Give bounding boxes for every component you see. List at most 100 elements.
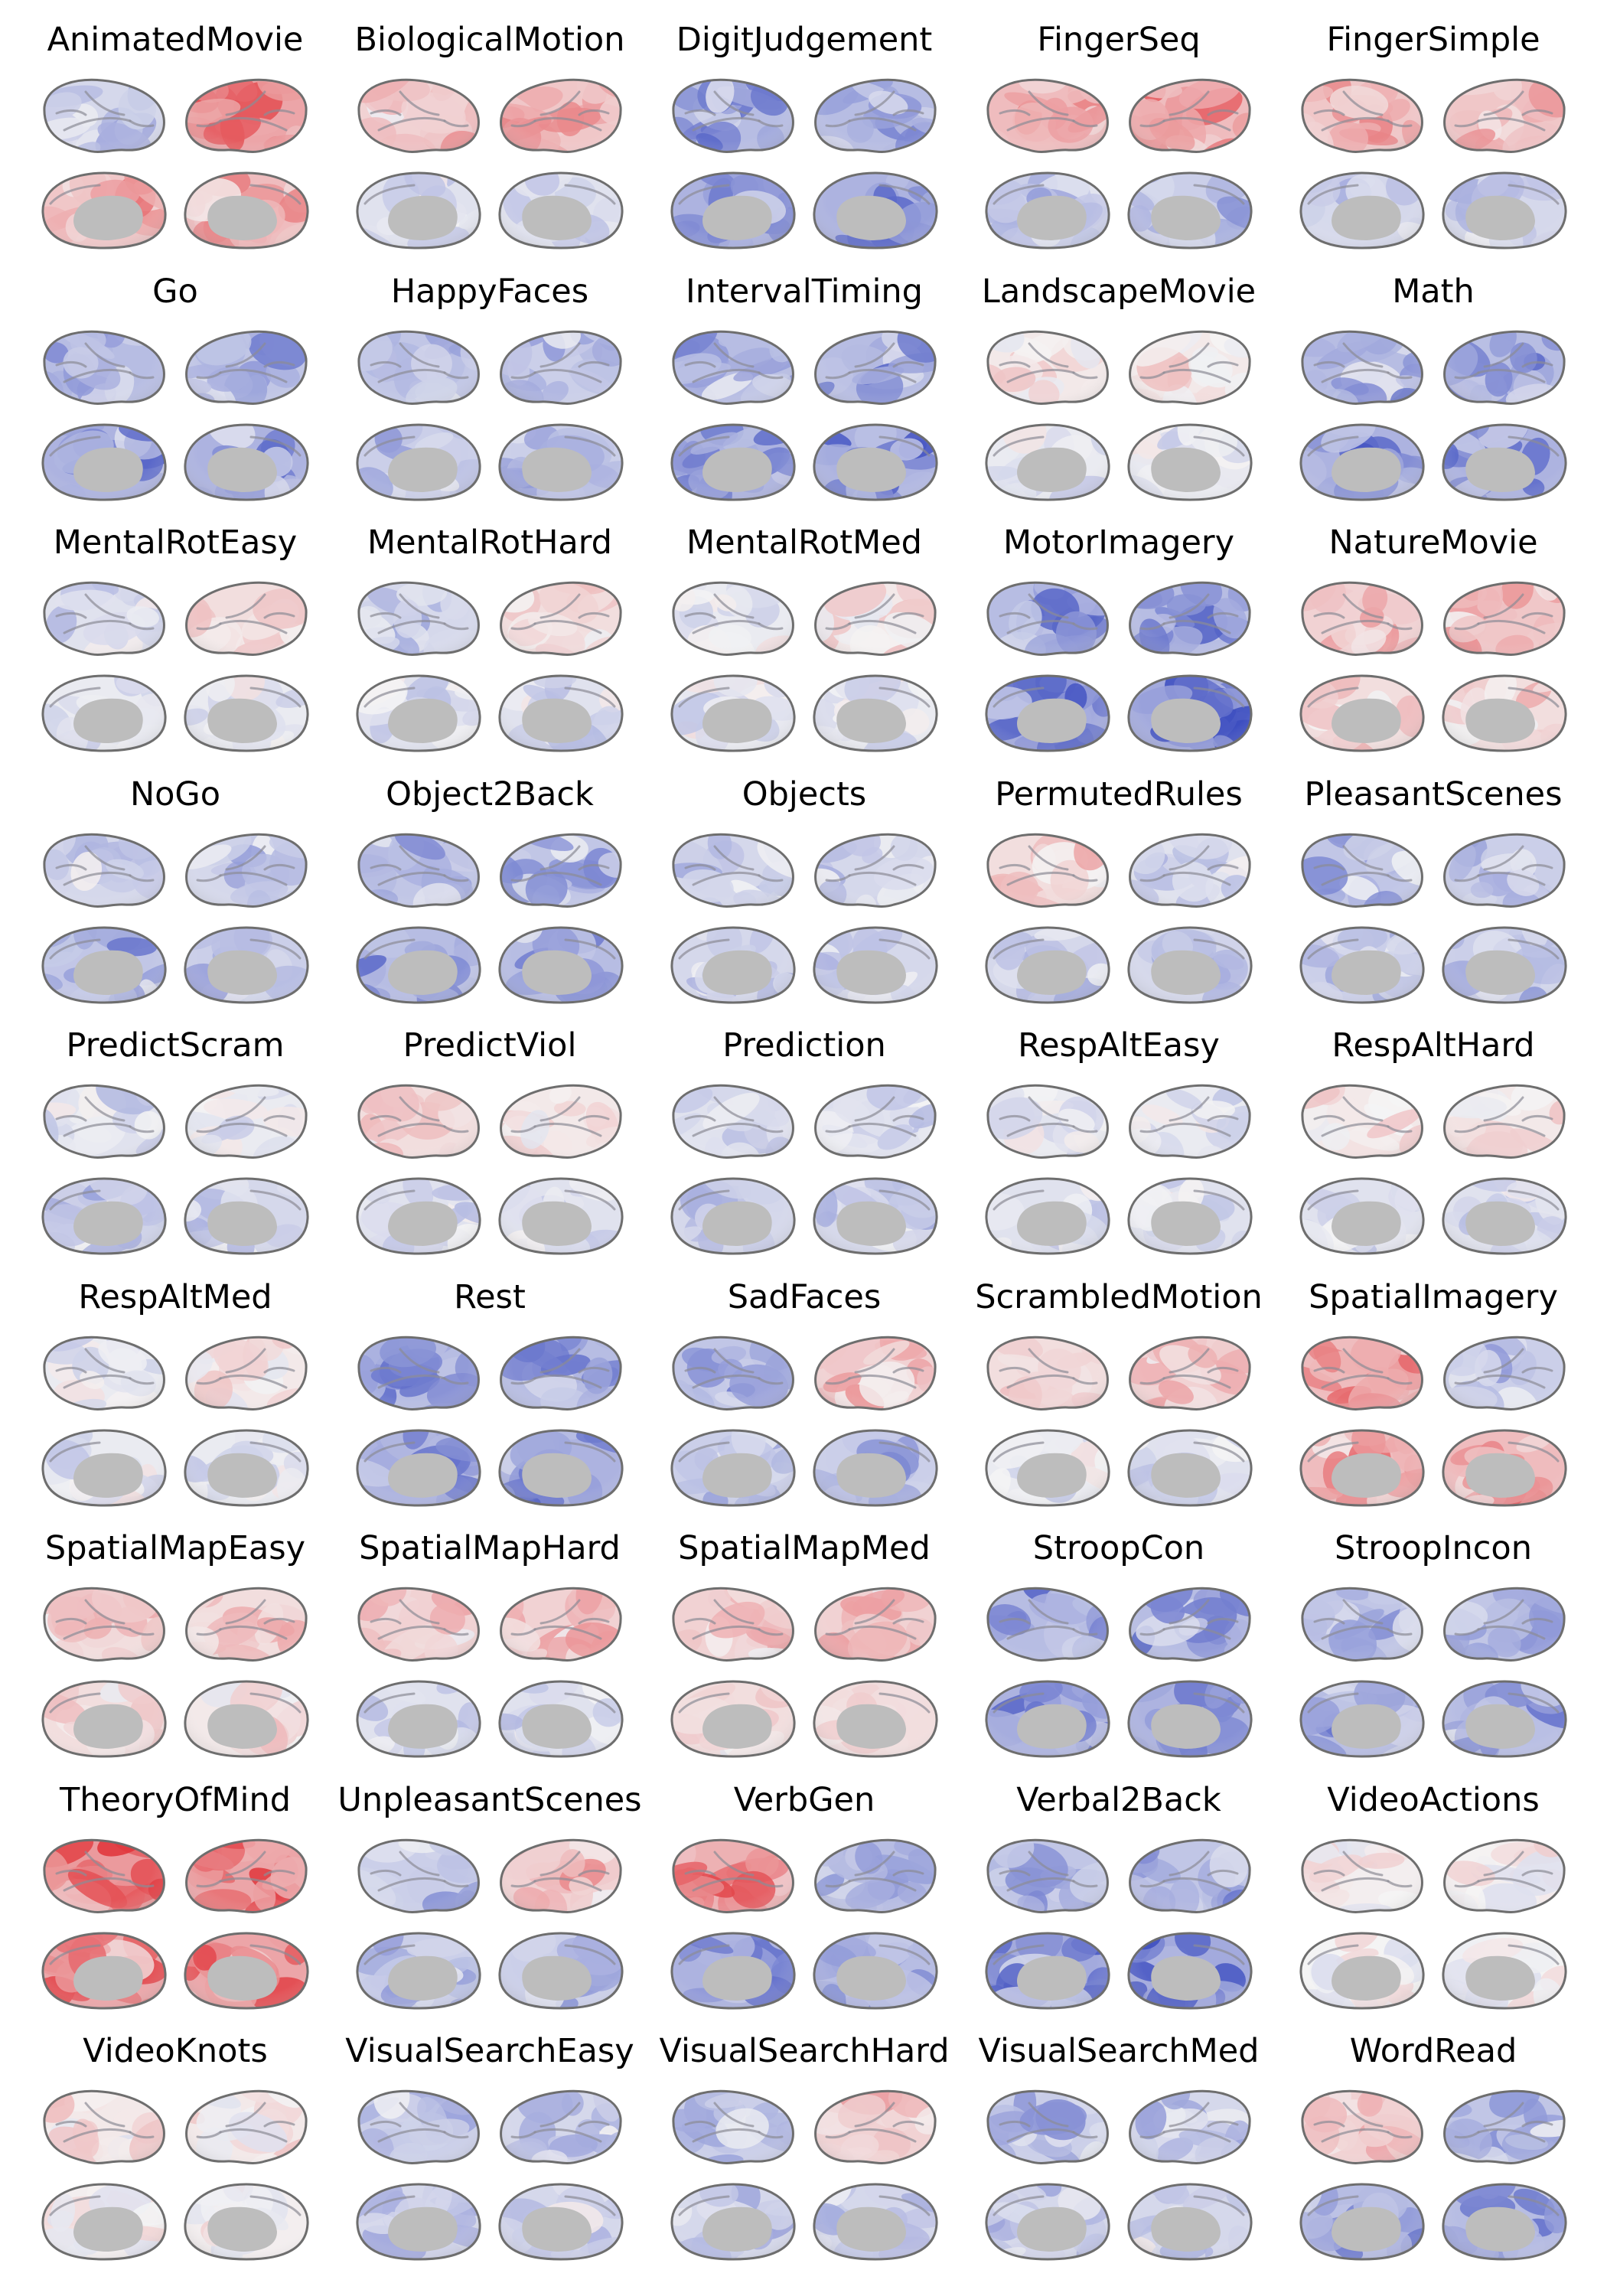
brain-surfaces bbox=[41, 1838, 309, 2010]
brain-surfaces bbox=[1299, 1084, 1567, 1255]
brain-surfaces bbox=[985, 833, 1253, 1004]
panel-title: VideoActions bbox=[1327, 1780, 1540, 1819]
medial-surface bbox=[813, 674, 938, 752]
brain-surfaces bbox=[41, 1084, 309, 1255]
task-panel-spatialimagery: SpatialImagery bbox=[1276, 1265, 1590, 1516]
brain-surfaces bbox=[670, 1838, 938, 2010]
lateral-surface bbox=[500, 78, 622, 153]
medial-surface bbox=[813, 1177, 938, 1255]
lateral-surface bbox=[1443, 1084, 1566, 1159]
medial-surface bbox=[356, 1428, 481, 1507]
lateral-surface bbox=[185, 1587, 308, 1662]
medial-surface bbox=[670, 1428, 796, 1507]
task-panel-unpleasantscenes: UnpleasantScenes bbox=[333, 1768, 647, 2019]
panel-title: StroopIncon bbox=[1335, 1529, 1532, 1567]
medial-surface bbox=[498, 925, 624, 1004]
task-panel-spatialmapmed: SpatialMapMed bbox=[647, 1516, 961, 1767]
brain-surfaces bbox=[1299, 581, 1567, 752]
medial-surface bbox=[985, 1177, 1110, 1255]
task-panel-predictviol: PredictViol bbox=[333, 1013, 647, 1264]
panel-title: RespAltHard bbox=[1332, 1026, 1535, 1065]
lateral-surface bbox=[1129, 2089, 1251, 2164]
task-panel-happyfaces: HappyFaces bbox=[333, 259, 647, 510]
lateral-surface bbox=[500, 1587, 622, 1662]
lateral-surface bbox=[1301, 1084, 1423, 1159]
task-panel-stroopcon: StroopCon bbox=[962, 1516, 1276, 1767]
lateral-surface bbox=[814, 1587, 937, 1662]
medial-surface bbox=[1299, 1931, 1425, 2010]
panel-title: SpatialMapHard bbox=[359, 1529, 621, 1567]
medial-surface bbox=[1299, 171, 1425, 249]
panel-title: WordRead bbox=[1349, 2032, 1517, 2070]
medial-surface bbox=[1299, 925, 1425, 1004]
brain-surfaces bbox=[985, 581, 1253, 752]
brain-surfaces bbox=[670, 1587, 938, 1758]
lateral-surface bbox=[1443, 1336, 1566, 1411]
lateral-surface bbox=[814, 1084, 937, 1159]
panel-title: BiologicalMotion bbox=[354, 21, 625, 59]
lateral-surface bbox=[1301, 833, 1423, 908]
task-panel-theoryofmind: TheoryOfMind bbox=[18, 1768, 332, 2019]
panel-title: LandscapeMovie bbox=[981, 272, 1257, 311]
lateral-surface bbox=[986, 2089, 1109, 2164]
medial-surface bbox=[1299, 1680, 1425, 1758]
brain-surfaces bbox=[356, 1336, 624, 1507]
medial-surface bbox=[498, 171, 624, 249]
task-panel-naturemovie: NatureMovie bbox=[1276, 510, 1590, 762]
lateral-surface bbox=[500, 1336, 622, 1411]
lateral-surface bbox=[672, 833, 794, 908]
medial-surface bbox=[41, 1177, 167, 1255]
medial-surface bbox=[1442, 1428, 1567, 1507]
lateral-surface bbox=[185, 2089, 308, 2164]
panel-title: PermutedRules bbox=[995, 775, 1243, 814]
panel-title: RespAltEasy bbox=[1018, 1026, 1220, 1065]
medial-surface bbox=[813, 171, 938, 249]
panel-title: PleasantScenes bbox=[1304, 775, 1563, 814]
lateral-surface bbox=[357, 1587, 480, 1662]
brain-surfaces bbox=[670, 581, 938, 752]
lateral-surface bbox=[1443, 2089, 1566, 2164]
lateral-surface bbox=[1129, 1084, 1251, 1159]
lateral-surface bbox=[185, 78, 308, 153]
medial-surface bbox=[813, 1428, 938, 1507]
task-panel-digitjudgement: DigitJudgement bbox=[647, 8, 961, 259]
lateral-surface bbox=[986, 833, 1109, 908]
brain-surfaces bbox=[985, 330, 1253, 501]
panel-title: AnimatedMovie bbox=[47, 21, 304, 59]
medial-surface bbox=[670, 1931, 796, 2010]
panel-title: ScrambledMotion bbox=[975, 1277, 1263, 1316]
task-panel-verbal2back: Verbal2Back bbox=[962, 1768, 1276, 2019]
lateral-surface bbox=[1129, 833, 1251, 908]
medial-surface bbox=[985, 925, 1110, 1004]
task-panel-animatedmovie: AnimatedMovie bbox=[18, 8, 332, 259]
medial-surface bbox=[184, 422, 309, 501]
task-panel-prediction: Prediction bbox=[647, 1013, 961, 1264]
medial-surface bbox=[41, 2183, 167, 2261]
task-panel-visualsearchmed: VisualSearchMed bbox=[962, 2019, 1276, 2270]
brain-surfaces bbox=[985, 1336, 1253, 1507]
task-panel-object2back: Object2Back bbox=[333, 762, 647, 1013]
lateral-surface bbox=[1443, 581, 1566, 656]
lateral-surface bbox=[43, 330, 165, 405]
lateral-surface bbox=[814, 330, 937, 405]
lateral-surface bbox=[500, 1838, 622, 1913]
panel-title: StroopCon bbox=[1032, 1529, 1205, 1567]
medial-surface bbox=[1127, 171, 1253, 249]
panel-title: HappyFaces bbox=[390, 272, 589, 311]
panel-title: VisualSearchHard bbox=[659, 2032, 950, 2070]
medial-surface bbox=[184, 1931, 309, 2010]
medial-surface bbox=[498, 674, 624, 752]
panel-title: NoGo bbox=[129, 775, 221, 814]
lateral-surface bbox=[357, 581, 480, 656]
panel-title: PredictScram bbox=[66, 1026, 285, 1065]
brain-surfaces bbox=[985, 2089, 1253, 2261]
lateral-surface bbox=[1301, 2089, 1423, 2164]
brain-surfaces bbox=[41, 833, 309, 1004]
lateral-surface bbox=[672, 581, 794, 656]
lateral-surface bbox=[185, 581, 308, 656]
lateral-surface bbox=[986, 1587, 1109, 1662]
task-panel-mentalrothard: MentalRotHard bbox=[333, 510, 647, 762]
brain-surfaces bbox=[670, 330, 938, 501]
lateral-surface bbox=[500, 833, 622, 908]
panel-title: FingerSeq bbox=[1037, 21, 1201, 59]
